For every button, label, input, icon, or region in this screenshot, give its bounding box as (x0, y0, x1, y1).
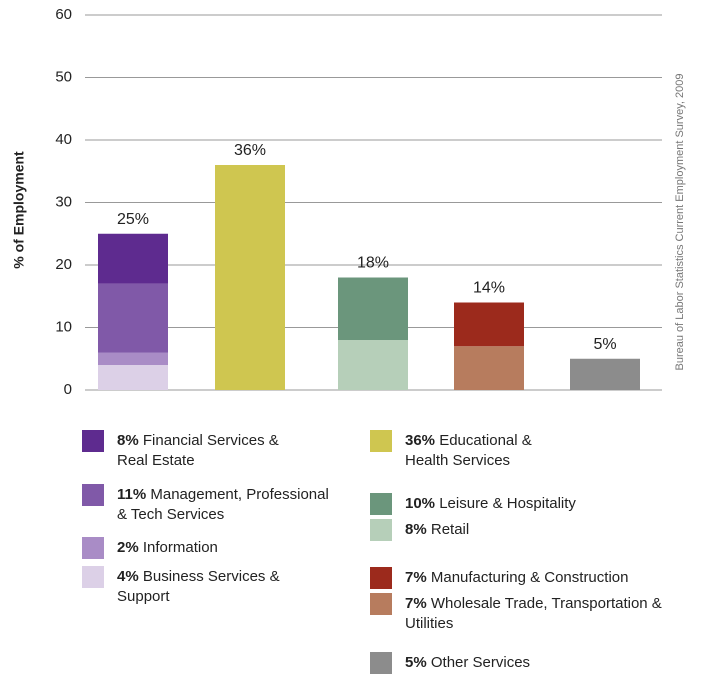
legend-swatch (82, 430, 104, 452)
legend-value: 8% (405, 521, 427, 538)
legend-value: 5% (405, 654, 427, 671)
legend-entry: 8% Financial Services & Real Estate (117, 431, 297, 471)
legend-value: 4% (117, 568, 139, 585)
legend-value: 11% (117, 486, 147, 503)
legend-value: 36% (405, 432, 436, 449)
legend-name: Other Services (430, 654, 531, 671)
legend-swatch (82, 484, 104, 506)
legend-entry: 8% Retail (405, 520, 701, 540)
legend-value: 10% (405, 495, 436, 512)
legend-name: Business Services & Support (117, 568, 280, 605)
y-axis-label: % of Employment (11, 151, 27, 269)
legend-name: Retail (430, 521, 470, 538)
bar-segment (454, 346, 524, 390)
legend-name: Information (142, 539, 218, 556)
legend-swatch (370, 652, 392, 674)
legend-value: 8% (117, 432, 139, 449)
legend-swatch (82, 566, 104, 588)
legend-swatch (82, 537, 104, 559)
bar-segment (338, 340, 408, 390)
bar-segment (98, 365, 168, 390)
legend-swatch (370, 593, 392, 615)
y-tick-label: 0 (64, 381, 72, 398)
legend-swatch (370, 493, 392, 515)
bar-segment (98, 233, 168, 284)
legend-swatch (370, 567, 392, 589)
y-tick-label: 40 (55, 131, 72, 148)
bar-segment (98, 283, 168, 353)
bar-segment (570, 358, 640, 390)
legend-name: Wholesale Trade, Transportation & Utilit… (405, 595, 662, 632)
legend-entry: 7% Manufacturing & Construction (405, 568, 701, 588)
legend-value: 7% (405, 569, 427, 586)
y-tick-label: 10 (55, 318, 72, 335)
y-tick-label: 30 (55, 193, 72, 210)
legend-entry: 7% Wholesale Trade, Transportation & Uti… (405, 594, 695, 634)
total-label: 14% (473, 280, 505, 297)
legend-entry: 2% Information (117, 538, 357, 558)
total-label: 5% (593, 336, 616, 353)
bar-segment (338, 277, 408, 340)
legend-swatch (370, 519, 392, 541)
legend-entry: 5% Other Services (405, 653, 701, 673)
bar-segment (454, 302, 524, 347)
y-tick-label: 20 (55, 256, 72, 273)
total-label: 25% (117, 211, 149, 228)
legend-name: Management, Professional & Tech Services (117, 486, 329, 523)
legend-name: Educational & Health Services (405, 432, 532, 469)
total-label: 36% (234, 142, 266, 159)
y-tick-label: 50 (55, 68, 72, 85)
legend-value: 2% (117, 539, 139, 556)
legend-swatch (370, 430, 392, 452)
legend-entry: 36% Educational & Health Services (405, 431, 555, 471)
total-label: 18% (357, 255, 389, 272)
legend-name: Financial Services & Real Estate (117, 432, 279, 469)
bar-segment (215, 165, 285, 390)
bar-segment (98, 352, 168, 365)
source: Bureau of Labor Statistics Current Emplo… (674, 74, 686, 371)
legend-name: Leisure & Hospitality (439, 495, 576, 512)
legend-value: 7% (405, 595, 427, 612)
legend-entry: 4% Business Services & Support (117, 567, 295, 607)
y-tick-label: 60 (55, 6, 72, 23)
legend-name: Manufacturing & Construction (430, 569, 629, 586)
legend-entry: 11% Management, Professional & Tech Serv… (117, 485, 339, 525)
legend-entry: 10% Leisure & Hospitality (405, 494, 701, 514)
